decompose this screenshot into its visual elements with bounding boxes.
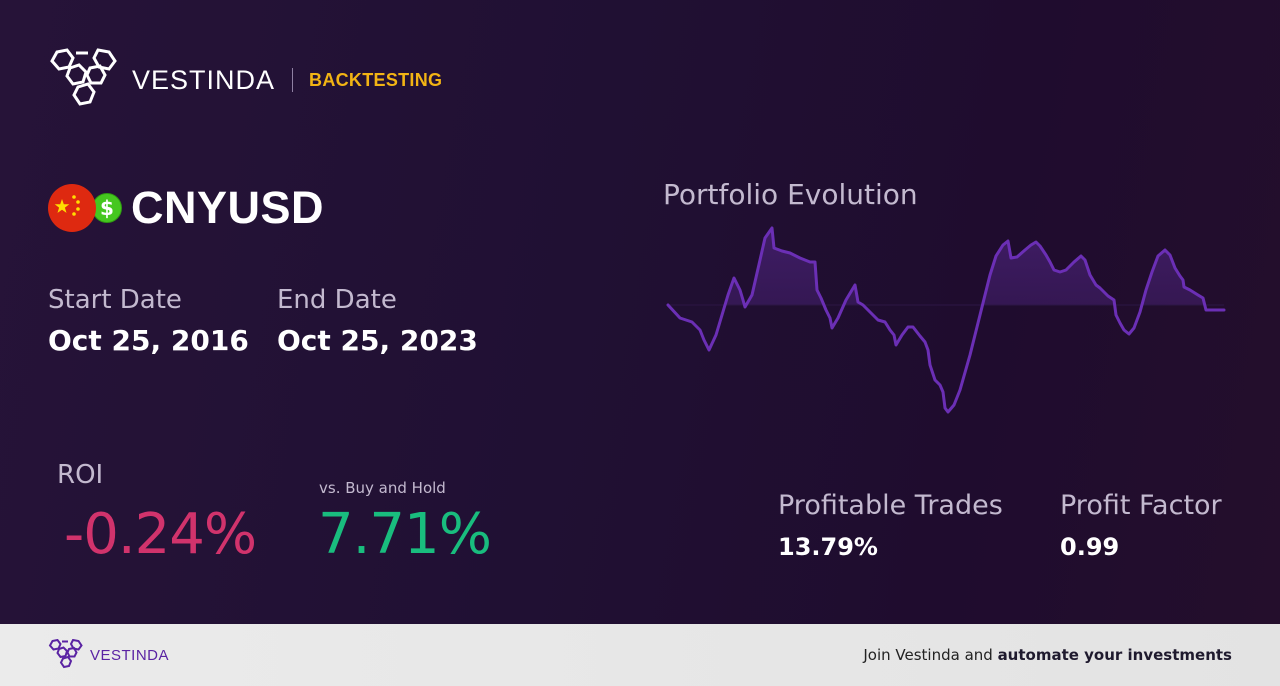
buy-hold-value: 7.71%: [318, 502, 492, 567]
chart-area-fill: [668, 228, 1224, 305]
footer-cta-link[interactable]: Join Vestinda and automate your investme…: [863, 646, 1232, 664]
chart-title: Portfolio Evolution: [663, 178, 918, 211]
brand-divider: [292, 68, 294, 92]
backtest-card: VESTINDA BACKTESTING $ CNYUSD Start Date…: [48, 48, 1226, 567]
cta-prefix: Join Vestinda and: [863, 646, 998, 664]
profit-factor: Profit Factor 0.99: [1060, 490, 1222, 561]
footer-bar: VESTINDA Join Vestinda and automate your…: [0, 624, 1280, 686]
end-date: End Date Oct 25, 2023: [277, 285, 478, 357]
profitable-trades-value: 13.79%: [778, 533, 878, 561]
chart-line: [666, 226, 1226, 414]
buy-hold-label: vs. Buy and Hold: [319, 479, 446, 497]
start-date-label: Start Date: [48, 285, 182, 315]
hexagon-cluster-logo-icon: [50, 48, 117, 106]
footer-brand-name: VESTINDA: [90, 646, 170, 664]
profitable-trades-label: Profitable Trades: [778, 490, 1003, 521]
dollar-icon: $: [92, 193, 122, 223]
profit-factor-label: Profit Factor: [1060, 490, 1222, 521]
profitable-trades: Profitable Trades 13.79%: [778, 490, 1003, 561]
profit-factor-value: 0.99: [1060, 533, 1120, 561]
china-flag-icon: [48, 184, 96, 232]
brand-header: VESTINDA BACKTESTING: [48, 48, 442, 112]
hexagon-cluster-logo-icon: [48, 639, 83, 669]
start-date: Start Date Oct 25, 2016: [48, 285, 249, 357]
ticker-symbol: CNYUSD: [131, 182, 325, 233]
backtesting-tag: BACKTESTING: [309, 69, 443, 90]
portfolio-evolution-chart: [666, 226, 1226, 414]
asset-ticker: $ CNYUSD: [48, 182, 324, 234]
roi-label: ROI: [57, 460, 104, 490]
cta-bold: automate your investments: [997, 646, 1232, 664]
end-date-label: End Date: [277, 285, 397, 315]
start-date-value: Oct 25, 2016: [48, 324, 249, 357]
footer-brand-link[interactable]: VESTINDA: [48, 639, 169, 671]
roi-value: -0.24%: [64, 502, 257, 567]
end-date-value: Oct 25, 2023: [277, 324, 478, 357]
brand-name: VESTINDA: [132, 64, 276, 95]
